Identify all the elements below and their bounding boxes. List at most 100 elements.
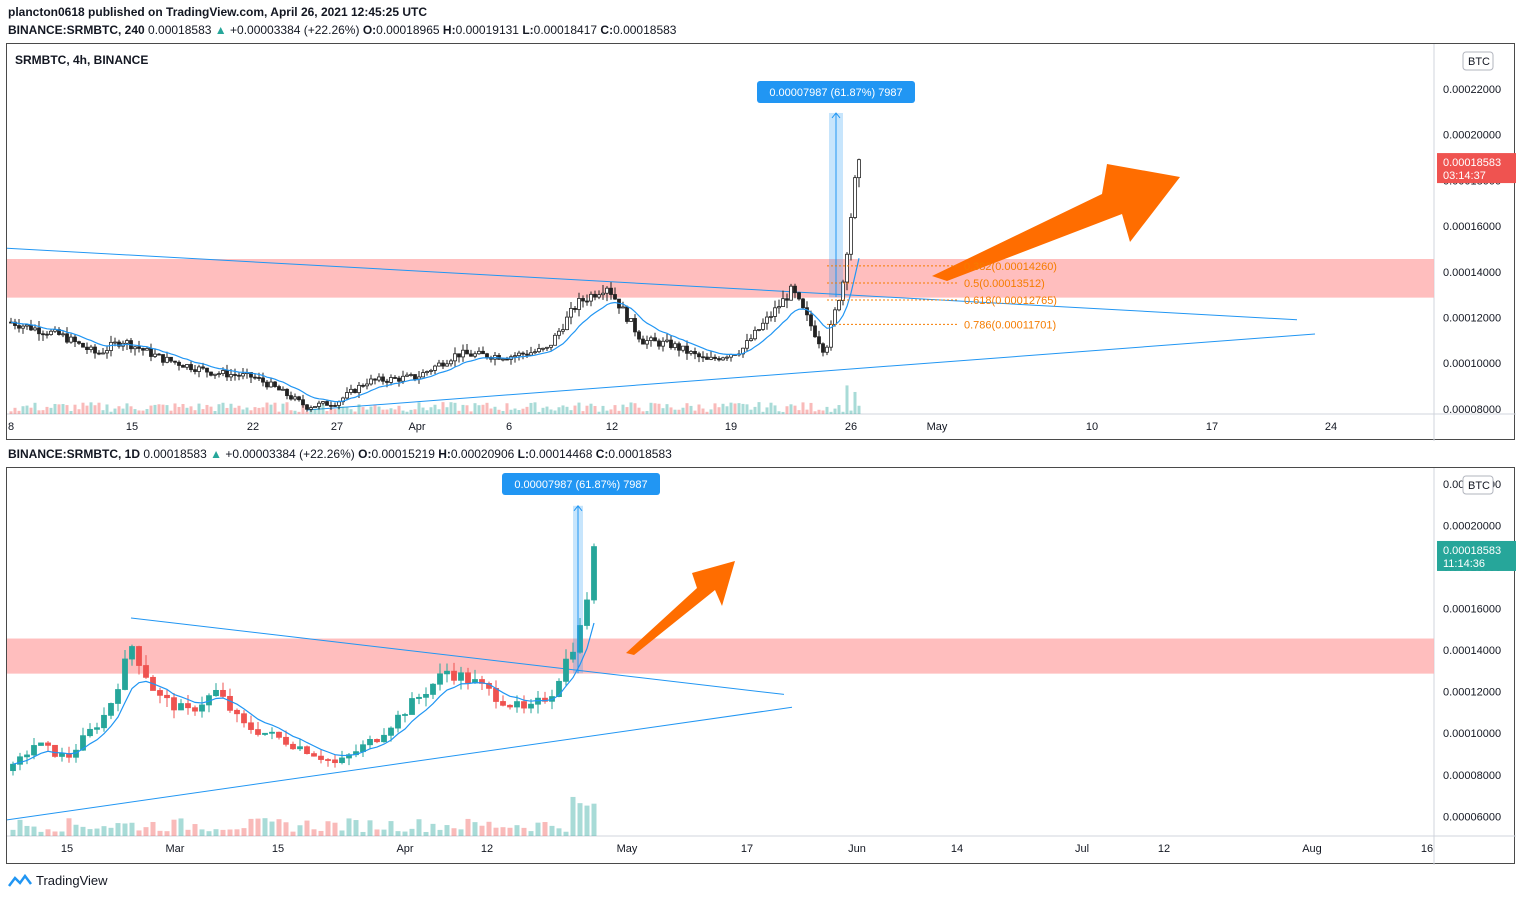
volume-bar [542,822,548,836]
volume-bar [757,402,761,414]
candle-body [389,377,393,383]
up-triangle-icon: ▲ [210,447,222,461]
volume-bar [749,409,753,414]
measure-arrow-head [573,505,583,512]
candle-body [325,759,331,761]
candle-body [821,343,825,353]
footer-brand[interactable]: TradingView [8,873,108,888]
measure-label-box [757,81,915,103]
candle-body [837,300,841,311]
candle-body [597,294,601,298]
candle-body [557,330,561,336]
volume-bar [357,404,361,414]
candle-body [713,356,717,359]
volume-bar [66,818,72,836]
volume-bar [269,404,273,414]
volume-bar [444,825,450,836]
volume-bar [369,406,373,414]
candle-body [395,714,401,729]
volume-bar [801,402,805,414]
candle-body [393,377,397,379]
volume-bar [689,405,693,414]
volume-bar [171,819,177,836]
candle-body [385,380,389,383]
volume-bar [741,403,745,414]
volume-bar [433,404,437,414]
volume-bar [505,403,509,414]
bottom-change: +0.00003384 (+22.26%) [225,447,355,461]
candle-body [765,316,769,324]
candle-body [173,360,177,363]
candle-body [465,672,471,684]
moving-average-line [12,622,595,765]
candle-body [500,701,506,706]
volume-bar [507,827,513,836]
volume-bar [293,410,297,414]
volume-bar [705,411,709,414]
candle-body [561,329,565,332]
volume-bar [513,408,517,414]
volume-bar [395,831,401,836]
h-label: H: [438,447,451,461]
y-tick-label: 0.00010000 [1443,728,1501,740]
trendline [306,333,1316,411]
fib-level-label: 0.618(0.00012765) [964,295,1057,307]
volume-bar [360,831,366,836]
volume-bar [657,403,661,414]
volume-bar [585,405,589,414]
candle-body [625,306,629,322]
candle-body [117,341,121,347]
top-symbol: BINANCE:SRMBTC, 240 [8,23,145,37]
x-tick-label: 10 [1086,421,1098,433]
candle-body [227,695,233,711]
candle-body [570,651,576,660]
candle-body [367,739,373,746]
volume-bar [25,405,29,414]
volume-bar [733,403,737,414]
chart-panel-1d[interactable]: 0.000220000.000200000.000180000.00016000… [6,467,1516,865]
chart-panel-4h[interactable]: 0.000220000.000200000.000180000.00016000… [6,43,1516,441]
x-tick-label: 24 [1325,421,1337,433]
y-tick-label: 0.00008000 [1443,404,1501,416]
candle-body [101,352,105,355]
y-tick-label: 0.00014000 [1443,267,1501,279]
candle-body [593,293,597,298]
volume-bar [161,404,165,414]
candle-body [213,373,217,376]
volume-bar [249,410,253,414]
volume-bar [549,409,553,414]
fib-level-label: 0.382(0.00014260) [964,261,1057,273]
volume-bar [31,826,37,836]
candle-body [341,397,345,403]
volume-bar [193,410,197,414]
volume-bar [337,405,341,414]
candle-body [591,546,597,601]
volume-bar [173,403,177,414]
candle-body [157,353,161,356]
candle-body [845,253,849,283]
candle-body [605,287,609,294]
candle-body [413,374,417,380]
x-tick-label: 27 [331,421,343,433]
volume-bar [561,405,565,414]
volume-bar [545,406,549,414]
candle-body [528,703,534,709]
candle-body [136,646,142,666]
volume-bar [169,410,173,414]
chart-1d-svg[interactable]: 0.000220000.000200000.000180000.00016000… [7,468,1516,865]
volume-bar [73,824,79,836]
volume-bar [13,407,17,414]
chart-4h-svg[interactable]: 0.000220000.000200000.000180000.00016000… [7,44,1516,441]
trendline [130,617,785,695]
volume-bar [178,818,184,836]
candle-body [17,325,21,329]
volume-bar [115,823,121,836]
volume-bar [825,406,829,414]
y-tick-label: 0.00008000 [1443,770,1501,782]
candle-body [521,352,525,355]
volume-bar [458,829,464,836]
volume-bar [533,402,537,414]
orange-arrow-shape [932,164,1180,281]
volume-bar [189,406,193,414]
candle-body [101,714,107,729]
